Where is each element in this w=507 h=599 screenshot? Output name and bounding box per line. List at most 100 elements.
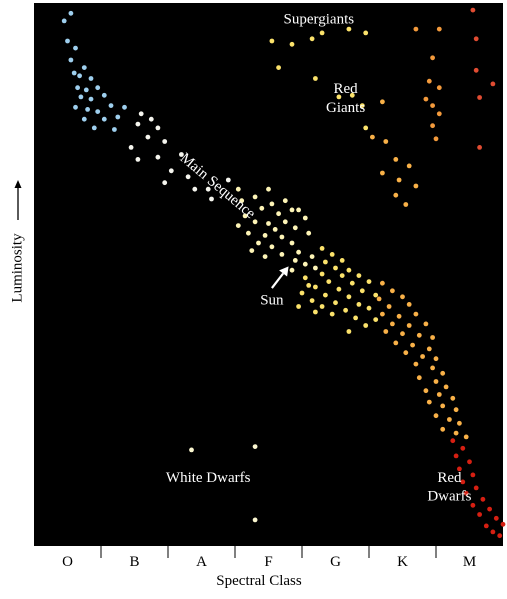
star-point xyxy=(470,7,476,13)
star-point xyxy=(145,134,151,140)
star-point xyxy=(81,116,87,122)
star-point xyxy=(68,10,74,16)
star-point xyxy=(309,36,315,42)
star-point xyxy=(430,103,435,108)
star-point xyxy=(319,304,325,309)
star-point xyxy=(269,38,275,44)
star-point xyxy=(423,321,429,327)
star-point xyxy=(148,116,154,122)
star-point xyxy=(380,311,385,317)
star-point xyxy=(473,485,479,491)
star-point xyxy=(366,279,372,284)
y-axis-title-group: Luminosity xyxy=(9,233,25,303)
star-point xyxy=(467,459,472,465)
annotation-label: Red xyxy=(334,81,359,97)
star-point xyxy=(205,186,211,192)
x-tick-label: G xyxy=(330,554,341,570)
star-point xyxy=(490,81,496,87)
star-point xyxy=(313,309,318,315)
star-point xyxy=(450,438,456,444)
star-point xyxy=(319,271,325,277)
star-point xyxy=(383,139,389,144)
star-point xyxy=(95,109,101,114)
star-point xyxy=(323,259,328,265)
star-point xyxy=(299,290,305,296)
star-point xyxy=(302,215,308,221)
star-point xyxy=(296,249,301,255)
star-point xyxy=(319,30,325,36)
y-axis-arrow xyxy=(14,180,22,220)
star-point xyxy=(430,365,435,371)
star-point xyxy=(138,111,144,117)
star-point xyxy=(353,315,358,321)
star-point xyxy=(426,78,432,84)
star-point xyxy=(460,479,466,485)
star-point xyxy=(239,198,245,204)
star-point xyxy=(276,211,281,217)
star-point xyxy=(500,521,506,527)
star-point xyxy=(473,36,479,42)
sun-arrow-shaft xyxy=(271,272,284,289)
star-point xyxy=(329,311,335,317)
star-point xyxy=(460,445,466,451)
star-point xyxy=(457,466,462,472)
x-tick-label: O xyxy=(62,554,73,570)
star-point xyxy=(282,219,288,225)
star-point xyxy=(302,275,308,281)
star-point xyxy=(336,94,342,100)
star-point xyxy=(443,384,449,390)
sun-arrow-head xyxy=(279,266,289,277)
star-point xyxy=(91,125,97,131)
star-point xyxy=(296,207,301,213)
annotation-label: Red xyxy=(437,470,462,486)
star-point xyxy=(292,225,298,231)
star-point xyxy=(256,240,261,246)
star-point xyxy=(380,99,385,105)
star-point xyxy=(326,279,332,284)
star-point xyxy=(396,177,402,183)
star-point xyxy=(497,533,503,539)
star-point xyxy=(101,116,107,122)
star-point xyxy=(343,307,348,313)
star-point xyxy=(309,298,315,303)
star-point xyxy=(235,223,241,229)
star-point xyxy=(477,512,482,517)
star-point xyxy=(333,265,338,271)
star-point xyxy=(413,26,419,32)
star-point xyxy=(128,145,134,150)
star-point xyxy=(65,38,70,44)
star-point xyxy=(346,267,352,273)
star-point xyxy=(292,258,298,263)
star-point xyxy=(393,192,399,198)
star-point xyxy=(433,379,439,384)
star-point xyxy=(406,302,412,307)
star-point xyxy=(423,96,429,102)
star-point xyxy=(376,296,382,302)
star-point xyxy=(457,420,462,426)
star-point xyxy=(483,523,489,529)
star-point xyxy=(366,305,372,311)
star-point xyxy=(373,292,379,298)
star-point xyxy=(430,55,435,61)
star-point xyxy=(433,356,439,362)
star-point xyxy=(346,26,352,32)
star-point xyxy=(356,302,362,307)
star-point xyxy=(75,85,80,91)
annotation-label: Supergiants xyxy=(284,12,355,28)
y-axis-title: Luminosity xyxy=(9,233,25,303)
star-point xyxy=(400,331,405,337)
star-point xyxy=(440,426,446,432)
star-point xyxy=(68,57,74,63)
star-point xyxy=(108,103,114,108)
star-point xyxy=(269,201,275,207)
x-axis-title: Spectral Class xyxy=(216,573,302,589)
star-point xyxy=(430,335,435,340)
star-point xyxy=(313,265,318,271)
star-point xyxy=(192,186,198,192)
star-point xyxy=(73,45,78,51)
star-point xyxy=(319,246,325,251)
star-point xyxy=(339,273,345,278)
star-point xyxy=(406,323,412,328)
